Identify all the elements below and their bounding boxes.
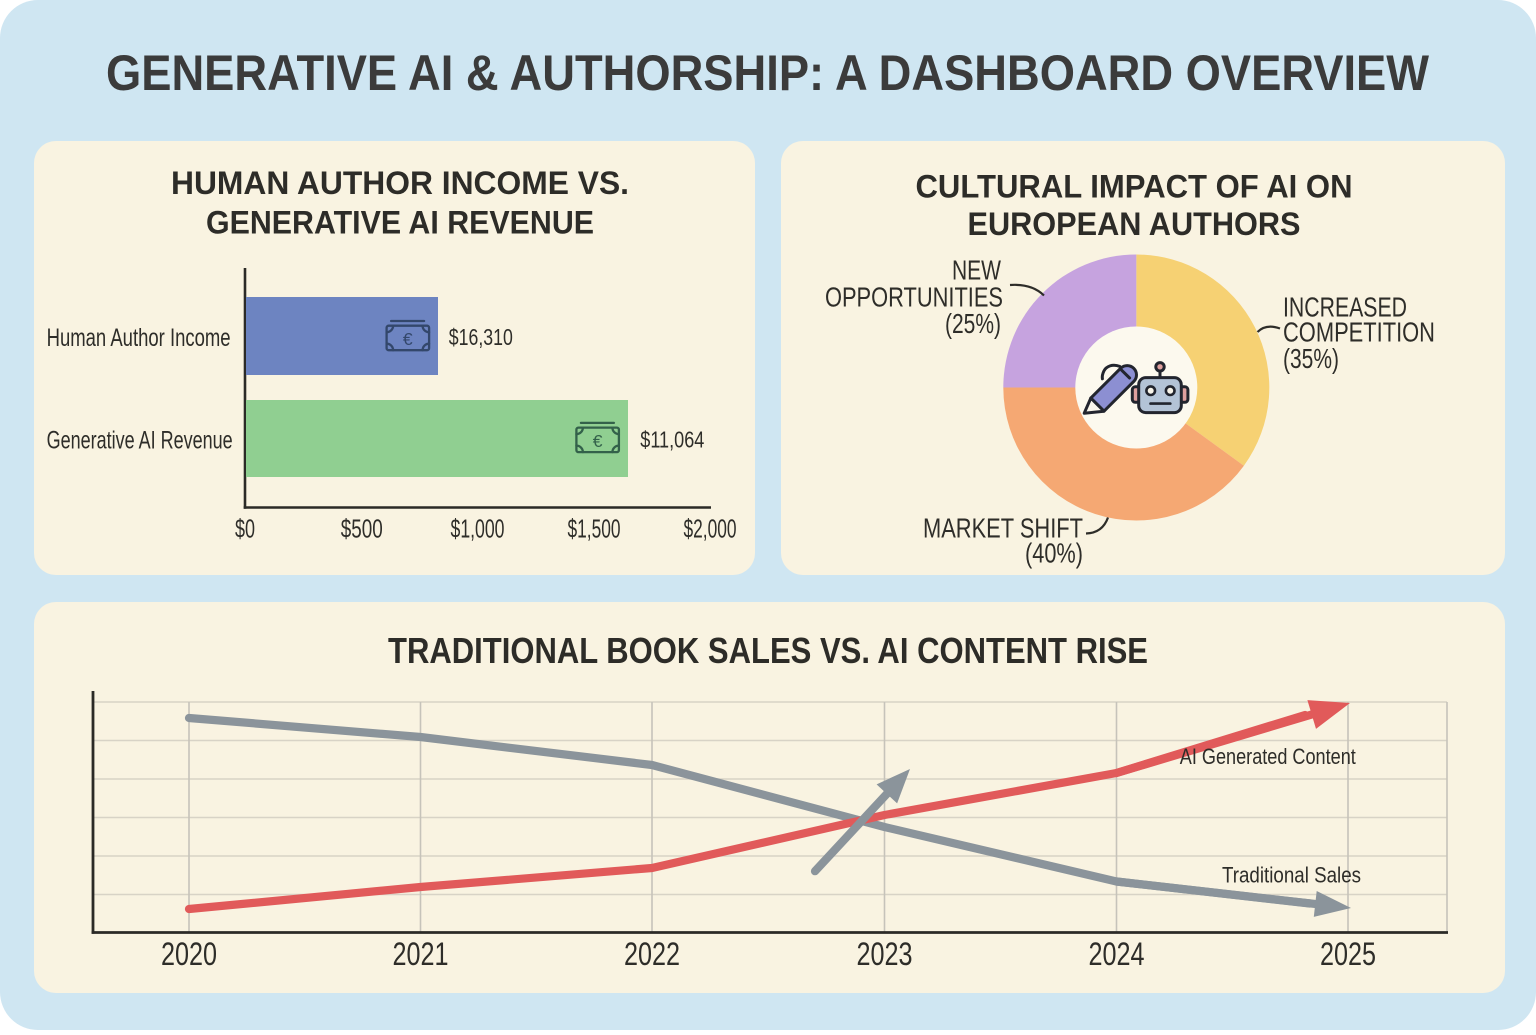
svg-text:GENERATIVE AI REVENUE: GENERATIVE AI REVENUE bbox=[206, 205, 594, 241]
svg-text:2025: 2025 bbox=[1320, 936, 1376, 972]
svg-text:EUROPEAN AUTHORS: EUROPEAN AUTHORS bbox=[968, 206, 1301, 242]
svg-text:2022: 2022 bbox=[624, 936, 680, 972]
svg-text:INCREASED: INCREASED bbox=[1283, 291, 1407, 322]
svg-text:€: € bbox=[593, 431, 603, 451]
svg-text:OPPORTUNITIES: OPPORTUNITIES bbox=[825, 281, 1003, 312]
svg-text:GENERATIVE AI & AUTHORSHIP: A: GENERATIVE AI & AUTHORSHIP: A DASHBOARD … bbox=[106, 45, 1430, 101]
svg-text:$1,500: $1,500 bbox=[568, 514, 621, 544]
svg-text:(40%): (40%) bbox=[1025, 538, 1083, 569]
svg-text:2021: 2021 bbox=[393, 936, 449, 972]
svg-text:$11,064: $11,064 bbox=[640, 426, 704, 452]
svg-text:2023: 2023 bbox=[857, 936, 913, 972]
svg-text:2020: 2020 bbox=[161, 936, 217, 972]
svg-text:MARKET SHIFT: MARKET SHIFT bbox=[923, 512, 1083, 543]
svg-text:(25%): (25%) bbox=[945, 308, 1001, 339]
svg-text:Generative AI Revenue: Generative AI Revenue bbox=[47, 426, 233, 454]
svg-text:HUMAN AUTHOR INCOME VS.: HUMAN AUTHOR INCOME VS. bbox=[171, 165, 629, 201]
svg-text:Human Author Income: Human Author Income bbox=[47, 324, 231, 352]
svg-text:AI Generated Content: AI Generated Content bbox=[1180, 744, 1356, 769]
svg-text:TRADITIONAL BOOK SALES VS. AI: TRADITIONAL BOOK SALES VS. AI CONTENT RI… bbox=[388, 630, 1148, 671]
svg-text:2024: 2024 bbox=[1089, 936, 1145, 972]
svg-text:COMPETITION: COMPETITION bbox=[1283, 317, 1435, 348]
svg-text:€: € bbox=[403, 329, 413, 349]
svg-text:(35%): (35%) bbox=[1283, 343, 1339, 374]
svg-text:CULTURAL IMPACT OF AI ON: CULTURAL IMPACT OF AI ON bbox=[916, 168, 1353, 204]
svg-text:$1,000: $1,000 bbox=[451, 514, 505, 544]
svg-text:$16,310: $16,310 bbox=[449, 324, 513, 350]
svg-text:NEW: NEW bbox=[952, 254, 1001, 285]
svg-text:$0: $0 bbox=[235, 514, 255, 544]
svg-text:$500: $500 bbox=[341, 514, 383, 544]
svg-text:Traditional Sales: Traditional Sales bbox=[1222, 863, 1361, 888]
svg-text:$2,000: $2,000 bbox=[684, 514, 737, 544]
